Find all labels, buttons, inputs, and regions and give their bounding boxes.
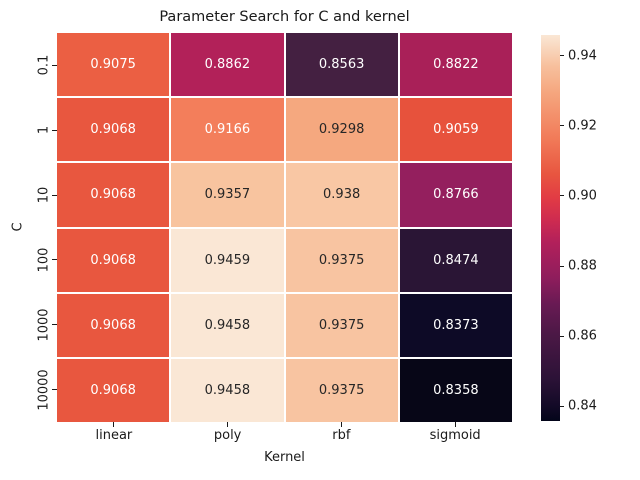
- y-tick-label: 100: [36, 247, 52, 273]
- y-tick-label: 1000: [36, 308, 52, 342]
- heatmap: 0.9075 0.8862 0.8563 0.8822 0.9068 0.9166 0.92…: [57, 33, 512, 422]
- heatmap-cell: 0.8474: [399, 228, 512, 292]
- x-axis-label: Kernel: [264, 450, 305, 465]
- x-tick-mark: [340, 422, 342, 427]
- colorbar-tick-mark: [560, 265, 564, 267]
- y-tick-mark: [52, 389, 57, 391]
- x-tick-mark: [227, 422, 229, 427]
- colorbar-tick-label: 0.88: [568, 258, 597, 274]
- heatmap-cell: 0.8766: [399, 163, 512, 227]
- colorbar-tick-mark: [560, 405, 564, 407]
- heatmap-cell: 0.9059: [399, 98, 512, 162]
- colorbar-tick-label: 0.94: [568, 48, 597, 64]
- heatmap-cell: 0.9459: [171, 228, 284, 292]
- colorbar-tick-label: 0.90: [568, 188, 597, 204]
- x-tick-label: poly: [213, 428, 242, 443]
- colorbar: [541, 35, 560, 421]
- x-tick-mark: [454, 422, 456, 427]
- y-tick-mark: [52, 324, 57, 326]
- chart-title: Parameter Search for C and kernel: [159, 9, 410, 25]
- y-tick-mark: [52, 64, 57, 66]
- heatmap-cell: 0.9068: [57, 163, 170, 227]
- colorbar-tick-mark: [560, 55, 564, 57]
- heatmap-cell: 0.9357: [171, 163, 284, 227]
- heatmap-cell: 0.938: [285, 163, 398, 227]
- heatmap-cell: 0.8358: [399, 358, 512, 422]
- heatmap-cell: 0.9458: [171, 293, 284, 357]
- colorbar-tick-mark: [560, 335, 564, 337]
- heatmap-cell: 0.9375: [285, 358, 398, 422]
- y-tick-mark: [52, 259, 57, 261]
- x-tick-label: rbf: [332, 428, 351, 443]
- heatmap-cell: 0.9458: [171, 358, 284, 422]
- heatmap-cell: 0.9068: [57, 228, 170, 292]
- colorbar-tick-label: 0.86: [568, 328, 597, 344]
- y-tick-mark: [52, 129, 57, 131]
- heatmap-cell: 0.9068: [57, 293, 170, 357]
- heatmap-cell: 0.9375: [285, 228, 398, 292]
- heatmap-cell: 0.8862: [171, 33, 284, 97]
- heatmap-cell: 0.9068: [57, 98, 170, 162]
- heatmap-cell: 0.9375: [285, 293, 398, 357]
- colorbar-tick-mark: [560, 125, 564, 127]
- y-tick-label: 10000: [36, 368, 52, 411]
- heatmap-cell: 0.9075: [57, 33, 170, 97]
- y-axis-label: C: [10, 222, 26, 232]
- x-tick-mark: [113, 422, 115, 427]
- heatmap-cell: 0.8373: [399, 293, 512, 357]
- colorbar-tick-mark: [560, 195, 564, 197]
- y-tick-mark: [52, 194, 57, 196]
- heatmap-cell: 0.8822: [399, 33, 512, 97]
- x-tick-label: sigmoid: [429, 428, 481, 443]
- heatmap-cell: 0.9068: [57, 358, 170, 422]
- y-tick-label: 10: [36, 186, 52, 204]
- heatmap-cell: 0.9298: [285, 98, 398, 162]
- y-tick-label: 0.1: [36, 55, 52, 76]
- heatmap-cell: 0.9166: [171, 98, 284, 162]
- colorbar-tick-label: 0.84: [568, 398, 597, 414]
- y-tick-label: 1: [36, 126, 52, 135]
- x-tick-label: linear: [95, 428, 133, 443]
- heatmap-cell: 0.8563: [285, 33, 398, 97]
- colorbar-tick-label: 0.92: [568, 118, 597, 134]
